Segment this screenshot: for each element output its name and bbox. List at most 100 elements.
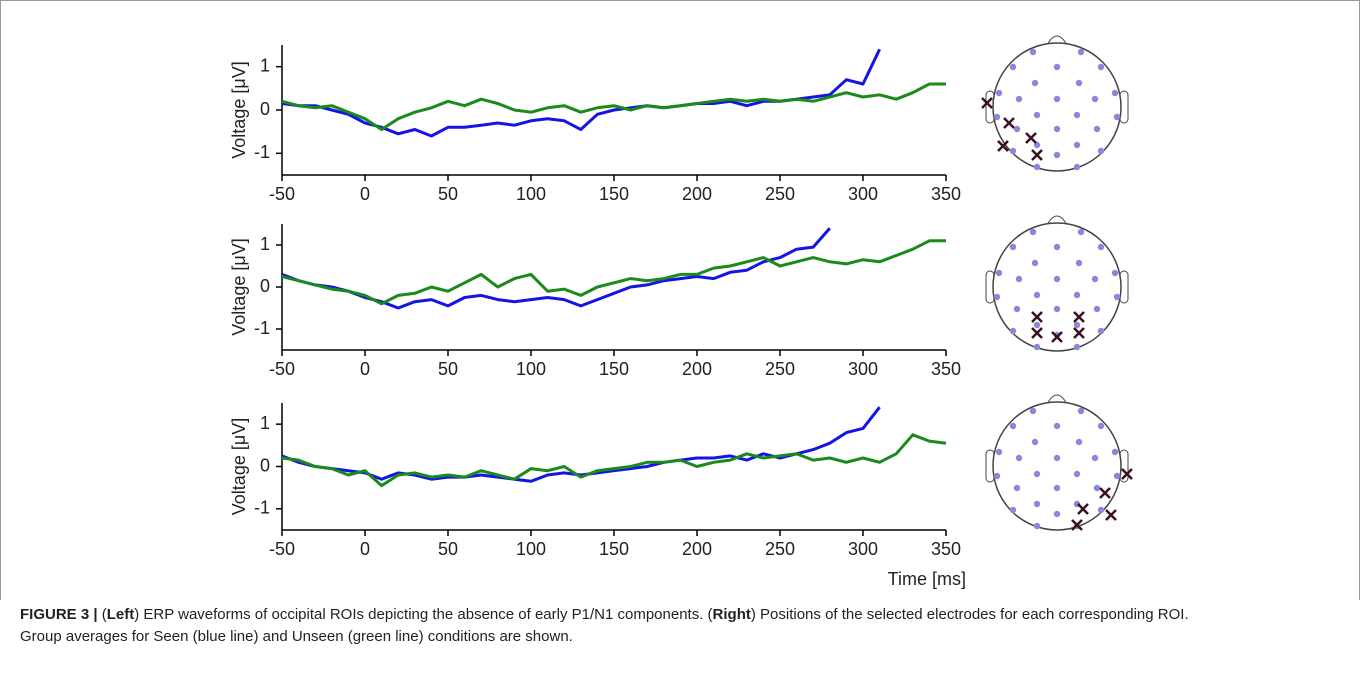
electrode [1097,422,1105,430]
head [992,401,1122,531]
electrode [1097,243,1105,251]
electrode [1009,147,1017,155]
electrode [1029,48,1037,56]
selected-electrode [1077,503,1089,515]
caption-segment: ) ERP waveforms of occipital ROIs depict… [134,606,713,623]
electrode [1009,506,1017,514]
electrode [1053,305,1061,313]
electrode [995,269,1003,277]
electrode [1009,63,1017,71]
electrode [1073,343,1081,351]
y-tick-label: 0 [260,99,270,119]
selected-electrode [997,140,1009,152]
x-tick-label: 150 [599,359,629,379]
data-line [281,82,946,131]
x-tick-label: -50 [269,539,295,559]
electrode [1031,438,1039,446]
x-tick-label: 100 [516,359,546,379]
electrode [1033,522,1041,530]
y-axis-label: Voltage [μV] [229,238,249,335]
electrode [995,89,1003,97]
electrode [1031,79,1039,87]
x-tick-label: 200 [682,359,712,379]
electrode [1111,269,1119,277]
selected-electrode [1073,311,1085,323]
selected-electrode [1105,509,1117,521]
data-line [281,239,946,306]
x-tick-label: 250 [765,184,795,204]
electrode [1013,484,1021,492]
electrode [1097,327,1105,335]
electrode [1053,454,1061,462]
electrode [1073,470,1081,478]
electrode [1053,151,1061,159]
electrode [1013,125,1021,133]
selected-electrode [1031,327,1043,339]
electrode [1111,89,1119,97]
electrode [1033,500,1041,508]
electrode [1009,422,1017,430]
electrode [1033,321,1041,329]
x-tick-label: 300 [848,359,878,379]
electrode [1033,343,1041,351]
electrode [1053,243,1061,251]
selected-electrode [1031,149,1043,161]
nose [1046,215,1068,226]
x-tick-label: 50 [438,184,458,204]
electrode [1073,163,1081,171]
selected-electrode [981,97,993,109]
y-tick-label: -1 [254,318,270,338]
electrode [1015,275,1023,283]
x-tick-label: 0 [360,539,370,559]
electrode [1113,293,1121,301]
selected-electrode [1099,487,1111,499]
electrode [1091,95,1099,103]
electrode [1113,113,1121,121]
electrode [1097,63,1105,71]
head [992,42,1122,172]
electrode [1053,125,1061,133]
caption: FIGURE 3 | (Left) ERP waveforms of occip… [20,604,1200,648]
electrode [1029,228,1037,236]
selected-electrode [1121,468,1133,480]
x-tick-label: 150 [599,539,629,559]
electrode [1033,111,1041,119]
x-tick-label: 200 [682,539,712,559]
electrode [1015,95,1023,103]
electrode [1113,472,1121,480]
electrode [993,293,1001,301]
x-tick-label: 300 [848,539,878,559]
data-line [281,433,947,488]
x-tick-label: 150 [599,184,629,204]
electrode [1053,95,1061,103]
electrode [1053,510,1061,518]
electrode [1093,305,1101,313]
x-tick-label: 350 [931,184,961,204]
selected-electrode [1051,331,1063,343]
electrode [995,448,1003,456]
electrode [1073,291,1081,299]
electrode [1031,259,1039,267]
caption-segment: Right [712,606,751,623]
y-tick-label: 1 [260,55,270,75]
y-axis-label: Voltage [μV] [229,418,249,515]
electrode [1097,147,1105,155]
electrode [1097,506,1105,514]
electrode [1077,48,1085,56]
x-tick-label: 100 [516,184,546,204]
y-tick-label: -1 [254,498,270,518]
x-axis-label: Time [ms] [888,569,966,589]
y-axis-label: Voltage [μV] [229,61,249,158]
head-map [985,394,1133,531]
electrode [1033,291,1041,299]
electrode [1077,407,1085,415]
electrode [1077,228,1085,236]
x-tick-label: 350 [931,359,961,379]
x-tick-label: 100 [516,539,546,559]
selected-electrode [1003,117,1015,129]
electrode [1053,63,1061,71]
electrode [1073,141,1081,149]
y-tick-label: 0 [260,276,270,296]
